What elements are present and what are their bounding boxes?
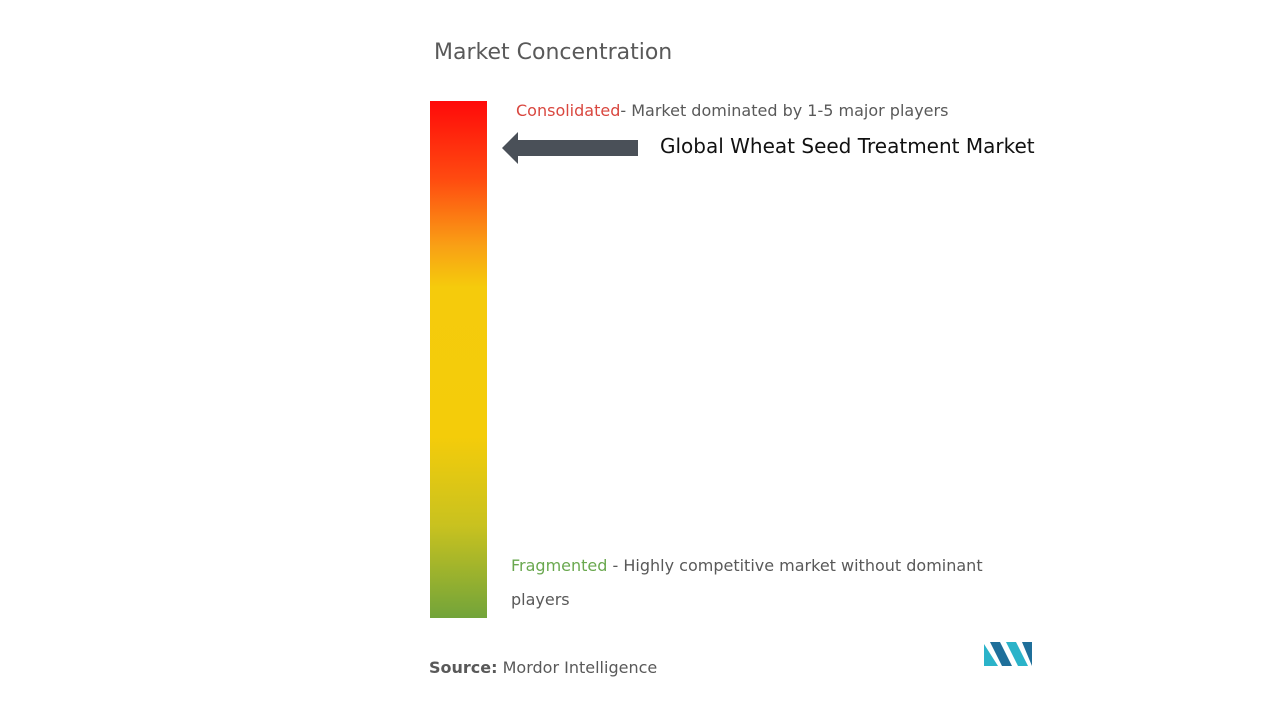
fragmented-description: - Highly competitive market without domi… [511,556,983,609]
consolidated-description: - Market dominated by 1-5 major players [620,101,949,120]
source-text: Mordor Intelligence [502,658,658,677]
consolidated-note: Consolidated- Market dominated by 1-5 ma… [516,101,948,120]
source: Source: Mordor Intelligence [429,658,657,677]
fragmented-label: Fragmented [511,556,608,575]
consolidated-label: Consolidated [516,101,621,120]
logo [984,642,1032,666]
title: Market Concentration [434,40,673,65]
concentration-scale [430,101,487,618]
market-name: Global Wheat Seed Treatment Market [660,134,1035,158]
fragmented-note: Fragmented - Highly competitive market w… [511,549,1011,617]
arrow [502,132,638,164]
source-label: Source: [429,658,498,677]
